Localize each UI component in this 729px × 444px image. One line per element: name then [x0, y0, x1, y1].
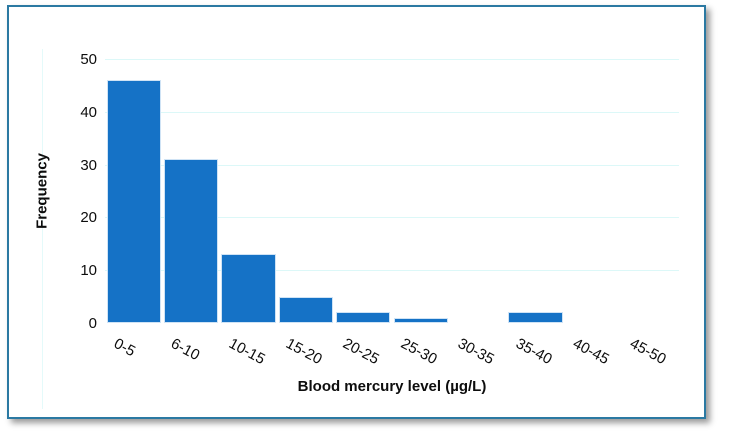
y-tick-label-20: 20 [80, 209, 97, 227]
bar-0-5 [106, 80, 161, 323]
x-category-label-20-25: 20-25 [340, 335, 383, 369]
bar-25-30 [393, 317, 448, 323]
plot-area [105, 59, 679, 323]
bar-15-20 [278, 296, 334, 323]
gridline-y-50 [105, 59, 679, 60]
y-tick-label-10: 10 [80, 262, 97, 280]
x-category-label-15-20: 15-20 [282, 335, 325, 369]
gridline-y-30 [105, 164, 679, 166]
histogram-chart: Frequency 0 10 20 30 40 50 0-5 6-10 10-15 15-20 2… [9, 7, 704, 417]
x-category-label-30-35: 30-35 [455, 335, 497, 369]
x-category-label-35-40: 35-40 [512, 335, 555, 369]
x-axis-title: Blood mercury level (µg/L) [297, 378, 487, 395]
x-category-label-0-5: 0-5 [110, 335, 138, 361]
chart-area-edge-line [42, 49, 43, 409]
y-tick-label-50: 50 [80, 51, 97, 68]
x-category-label-40-45: 40-45 [569, 335, 612, 369]
gridline-y-40 [105, 111, 679, 113]
x-category-label-10-15: 10-15 [225, 335, 268, 369]
y-tick-label-30: 30 [80, 156, 97, 174]
y-tick-label-0: 0 [88, 315, 97, 332]
gridline-y-20 [105, 217, 679, 219]
chart-frame: Frequency 0 10 20 30 40 50 0-5 6-10 10-15 15-20 2… [7, 5, 706, 419]
x-category-label-45-50: 45-50 [627, 335, 670, 369]
bar-20-25 [336, 312, 391, 323]
bar-10-15 [221, 254, 276, 323]
bar-6-10 [163, 159, 219, 323]
x-category-label-6-10: 6-10 [168, 335, 203, 365]
gridline-y-10 [105, 270, 679, 272]
y-tick-label-40: 40 [80, 103, 97, 121]
x-category-labels: 0-5 6-10 10-15 15-20 20-25 25-30 30-35 35-40 40-… [105, 329, 679, 375]
y-tick-labels: 0 10 20 30 40 50 [9, 52, 97, 331]
x-category-label-25-30: 25-30 [397, 335, 440, 369]
bar-35-40 [508, 312, 563, 323]
